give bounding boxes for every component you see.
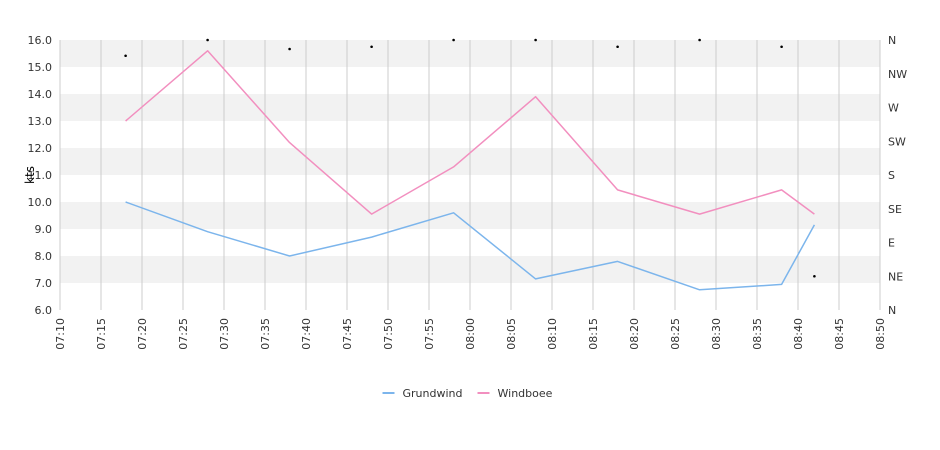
- legend: Grundwind Windboee: [382, 387, 553, 400]
- x-tick-label: 07:55: [423, 318, 436, 350]
- direction-tick-label: NW: [888, 68, 907, 81]
- x-tick-label: 07:50: [382, 318, 395, 350]
- series-lines: [125, 50, 816, 291]
- y-tick-label: 8.0: [35, 250, 53, 263]
- x-tick-label: 07:40: [300, 318, 313, 350]
- x-tick-label: 07:25: [177, 318, 190, 350]
- x-tick-label: 08:35: [751, 318, 764, 350]
- x-tick-label: 08:20: [628, 318, 641, 350]
- direction-tick-label: E: [888, 237, 895, 250]
- y-tick-label: 10.0: [28, 196, 53, 209]
- y-axis-ticks: 6.0 7.0 8.0 9.0 10.0 11.0 12.0 13.0 14.0 15.0 16.0: [28, 34, 53, 317]
- wind-direction-marker: [534, 38, 537, 42]
- legend-label: Windboee: [498, 387, 553, 400]
- x-tick-label: 08:30: [710, 318, 723, 350]
- x-axis-ticks: 07:10 07:15 07:20 07:25 07:30 07:35 07:40 07:45…: [54, 318, 887, 350]
- y-tick-label: 16.0: [28, 34, 53, 47]
- x-tick-label: 08:25: [669, 318, 682, 350]
- vertical-gridlines: [59, 40, 881, 310]
- x-tick-label: 08:45: [833, 318, 846, 350]
- y-tick-label: 14.0: [28, 88, 53, 101]
- x-tick-label: 08:40: [792, 318, 805, 350]
- series-line-windboee: [125, 50, 815, 215]
- series-line-grundwind: [125, 201, 816, 291]
- x-tick-label: 08:10: [546, 318, 559, 350]
- y-tick-label: 12.0: [28, 142, 53, 155]
- x-tick-label: 07:35: [259, 318, 272, 350]
- direction-tick-label: NE: [888, 270, 903, 283]
- y-tick-label: 7.0: [35, 277, 53, 290]
- x-tick-label: 08:50: [874, 318, 887, 350]
- x-tick-label: 07:15: [95, 318, 108, 350]
- y-tick-label: 9.0: [35, 223, 53, 236]
- x-tick-label: 07:30: [218, 318, 231, 350]
- legend-item-grundwind[interactable]: Grundwind: [382, 387, 463, 400]
- wind-direction-marker: [370, 45, 373, 49]
- y-axis-title: kts: [23, 166, 37, 184]
- direction-tick-label: W: [888, 102, 899, 115]
- direction-tick-label: SW: [888, 135, 906, 148]
- legend-label: Grundwind: [403, 387, 463, 400]
- x-tick-label: 07:20: [136, 318, 149, 350]
- x-tick-label: 07:10: [54, 318, 67, 350]
- wind-direction-marker: [616, 45, 619, 49]
- y-tick-label: 13.0: [28, 115, 53, 128]
- legend-item-windboee[interactable]: Windboee: [477, 387, 553, 400]
- y-tick-label: 6.0: [35, 304, 53, 317]
- direction-tick-label: S: [888, 169, 895, 182]
- x-tick-label: 08:15: [587, 318, 600, 350]
- wind-direction-marker: [206, 38, 209, 42]
- direction-tick-label: SE: [888, 203, 902, 216]
- direction-tick-label: N: [888, 34, 896, 47]
- wind-direction-marker: [124, 54, 127, 58]
- y-tick-label: 11.0: [28, 169, 53, 182]
- x-tick-label: 08:00: [464, 318, 477, 350]
- wind-direction-marker: [288, 47, 291, 51]
- wind-direction-marker: [698, 38, 701, 42]
- wind-direction-marker: [452, 38, 455, 42]
- wind-direction-marker: [813, 274, 816, 278]
- wind-direction-marker: [780, 45, 783, 49]
- direction-tick-label: N: [888, 304, 896, 317]
- wind-direction-markers: [124, 38, 816, 278]
- x-tick-label: 08:05: [505, 318, 518, 350]
- direction-axis-ticks: N NE E SE S SW W NW N: [888, 34, 907, 317]
- y-tick-label: 15.0: [28, 61, 53, 74]
- x-tick-label: 07:45: [341, 318, 354, 350]
